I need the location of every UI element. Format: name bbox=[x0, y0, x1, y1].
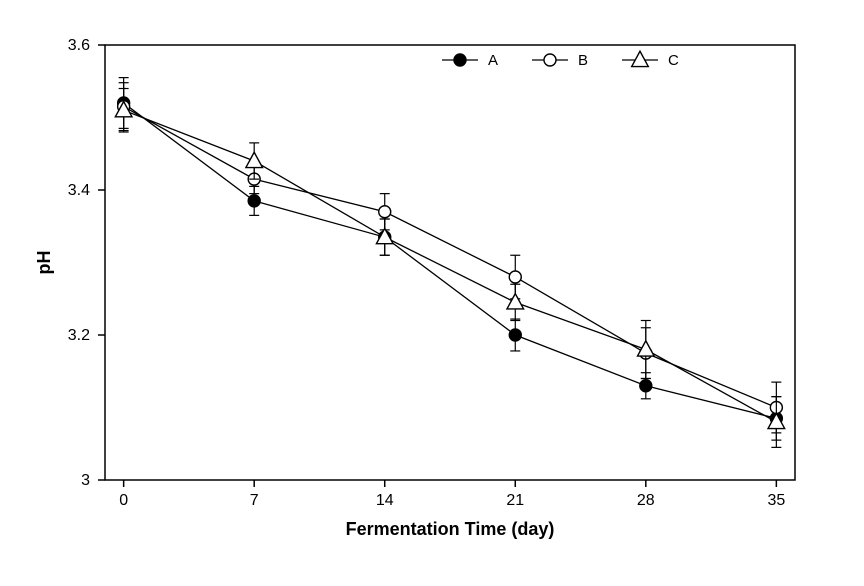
x-tick-label: 7 bbox=[250, 492, 259, 509]
chart-container: 0 7 14 21 28 35 Fermentation Time (day) 3 3.2 3.4… bbox=[0, 0, 864, 586]
x-axis-title: Fermentation Time (day) bbox=[346, 519, 555, 539]
y-axis-title: pH bbox=[34, 251, 54, 275]
x-tick-label: 21 bbox=[506, 492, 524, 509]
y-tick-label: 3.6 bbox=[68, 37, 90, 54]
x-tick-label: 35 bbox=[767, 492, 785, 509]
x-tick-label: 0 bbox=[119, 492, 128, 509]
series-A-marker bbox=[248, 195, 260, 207]
x-tick-label: 28 bbox=[637, 492, 655, 509]
legend-C-label: C bbox=[668, 52, 679, 69]
legend-A-label: A bbox=[488, 52, 498, 69]
chart-background bbox=[0, 0, 864, 586]
x-tick-label: 14 bbox=[376, 492, 394, 509]
y-tick-label: 3.4 bbox=[68, 182, 90, 199]
series-A-marker bbox=[640, 380, 652, 392]
legend-B-marker bbox=[544, 54, 556, 66]
ph-fermentation-chart: 0 7 14 21 28 35 Fermentation Time (day) 3 3.2 3.4… bbox=[0, 0, 864, 586]
legend-B-label: B bbox=[578, 52, 588, 69]
series-A-marker bbox=[509, 329, 521, 341]
series-B-marker bbox=[379, 206, 391, 218]
y-tick-label: 3 bbox=[81, 472, 90, 489]
y-tick-label: 3.2 bbox=[68, 327, 90, 344]
series-B-marker bbox=[509, 271, 521, 283]
legend-A-marker bbox=[454, 54, 466, 66]
